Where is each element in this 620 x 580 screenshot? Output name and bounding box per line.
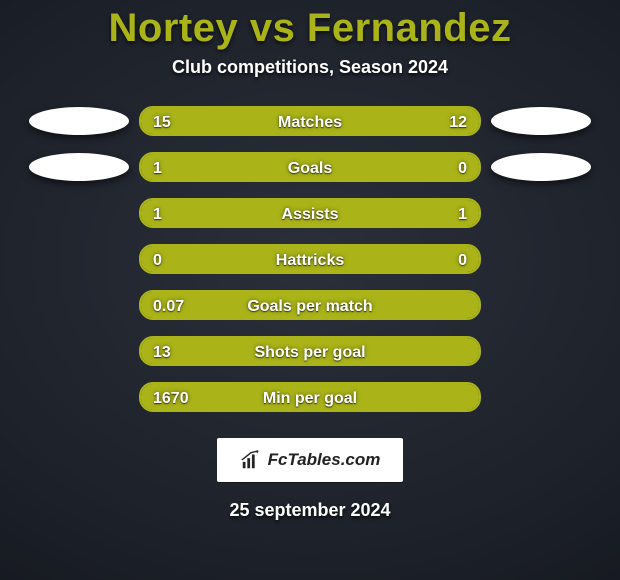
stat-value-left: 0.07 [153,292,184,320]
comparison-card: Nortey vs Fernandez Club competitions, S… [0,0,620,580]
stat-row: 0 0 Hattricks [0,244,620,274]
watermark-badge: FcTables.com [217,438,403,482]
stat-value-left: 1 [153,154,162,182]
club-slot-left [19,153,139,181]
stat-value-left: 0 [153,246,162,274]
club-logo-right [491,107,591,135]
stat-label: Goals per match [247,292,372,320]
club-logo-right [491,153,591,181]
page-title: Nortey vs Fernandez [109,6,512,51]
club-slot-right [481,153,601,181]
stat-bar: 0 0 Hattricks [139,244,481,274]
stat-label: Goals [288,154,332,182]
stat-bar: 1670 Min per goal [139,382,481,412]
stat-label: Assists [282,200,339,228]
stat-value-left: 1670 [153,384,189,412]
stat-bar: 1 0 Goals [139,152,481,182]
club-slot-right [481,107,601,135]
stat-value-left: 15 [153,108,171,136]
stat-label: Shots per goal [254,338,365,366]
stat-value-right: 0 [458,246,467,274]
stat-row: 1670 Min per goal [0,382,620,412]
stat-bar: 0.07 Goals per match [139,290,481,320]
club-slot-left [19,107,139,135]
stats-list: 15 12 Matches 1 0 Goals 1 1 Assists 0 0 Hattricks 0.… [0,106,620,428]
club-logo-left [29,153,129,181]
stat-label: Min per goal [263,384,357,412]
stat-value-right: 12 [449,108,467,136]
stat-bar: 15 12 Matches [139,106,481,136]
stat-value-right: 0 [458,154,467,182]
stat-fill-left [141,154,398,180]
subtitle: Club competitions, Season 2024 [172,57,448,78]
date-text: 25 september 2024 [229,500,390,521]
stat-value-right: 1 [458,200,467,228]
stat-row: 13 Shots per goal [0,336,620,366]
watermark-text: FcTables.com [268,450,381,470]
club-logo-left [29,107,129,135]
stat-row: 0.07 Goals per match [0,290,620,320]
stat-bar: 1 1 Assists [139,198,481,228]
stat-row: 1 0 Goals [0,152,620,182]
stat-value-left: 13 [153,338,171,366]
stat-value-left: 1 [153,200,162,228]
stat-row: 1 1 Assists [0,198,620,228]
chart-icon [240,449,262,471]
stat-label: Hattricks [276,246,344,274]
stat-bar: 13 Shots per goal [139,336,481,366]
stat-label: Matches [278,108,342,136]
stat-row: 15 12 Matches [0,106,620,136]
